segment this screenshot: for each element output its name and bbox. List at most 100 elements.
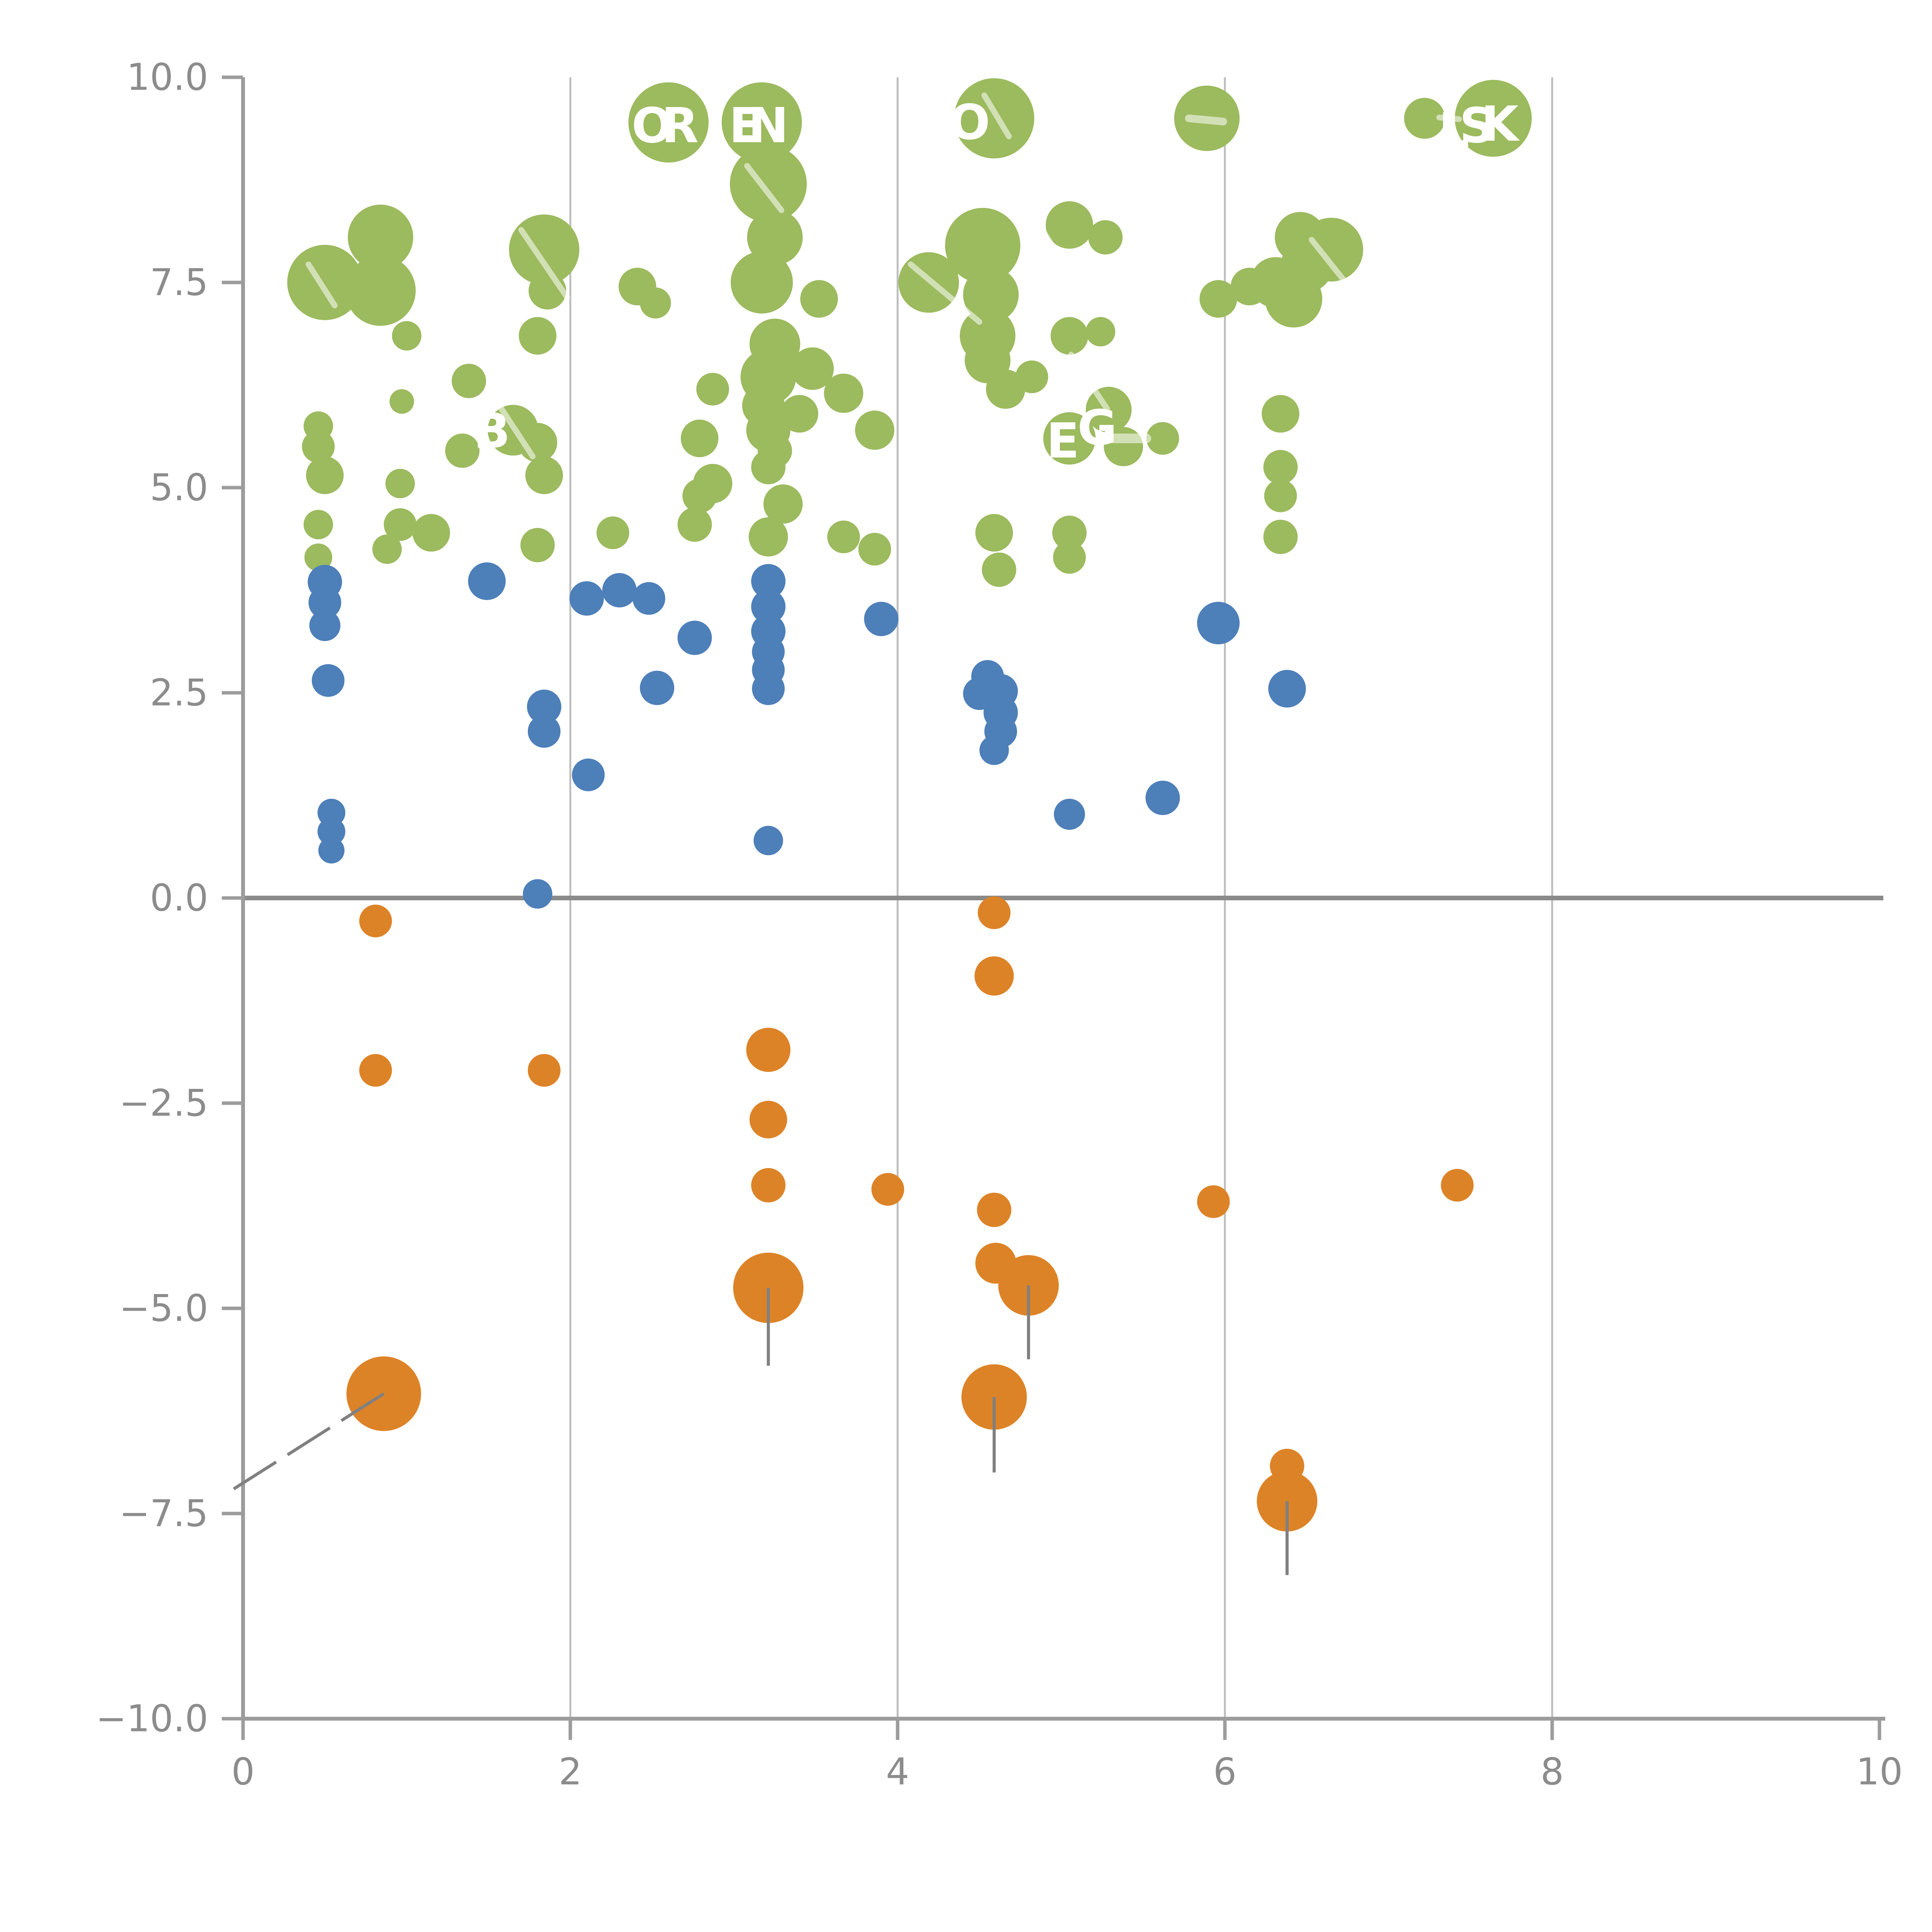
data-point-green xyxy=(1086,317,1116,347)
data-point-green xyxy=(1262,395,1299,433)
bubble-label-L: L xyxy=(1439,103,1469,159)
data-point-green xyxy=(747,209,803,265)
bubble-label-O: O xyxy=(949,95,990,151)
data-point-green xyxy=(412,514,450,552)
highlight-stroke xyxy=(981,92,1012,139)
data-point-orange xyxy=(871,1173,904,1206)
data-point-green xyxy=(389,389,414,414)
leader-line xyxy=(223,1392,385,1497)
data-point-green xyxy=(1404,98,1445,139)
data-point-green xyxy=(1146,422,1179,455)
data-point-orange xyxy=(978,896,1011,929)
data-point-blue xyxy=(751,589,786,624)
data-point-green xyxy=(827,520,860,553)
data-point-green xyxy=(596,516,629,549)
data-point-blue xyxy=(864,602,899,636)
data-point-green xyxy=(1455,80,1532,157)
data-point-green xyxy=(677,507,712,542)
data-point-green xyxy=(1050,317,1088,355)
x-tick-label-0: 0 xyxy=(231,1751,255,1793)
data-point-blue xyxy=(468,562,506,600)
axes xyxy=(222,75,1885,1740)
y-tick-label-7.5: 7.5 xyxy=(150,262,208,304)
data-point-green xyxy=(628,82,709,163)
data-point-green xyxy=(345,255,416,326)
data-point-green xyxy=(945,208,1020,283)
data-point-blue xyxy=(523,879,553,909)
bubble-label-E: E xyxy=(1046,413,1079,469)
data-point-blue xyxy=(979,735,1009,765)
data-point-blue xyxy=(308,586,342,619)
data-point-orange xyxy=(1197,1185,1230,1218)
highlight-stroke xyxy=(1185,114,1227,126)
data-point-green xyxy=(858,532,891,566)
data-point-blue xyxy=(317,817,345,845)
bubble-label-K: K xyxy=(1481,96,1520,152)
data-point-blue xyxy=(752,672,785,705)
bubble-label-R: R xyxy=(662,98,699,154)
data-point-green xyxy=(304,543,332,571)
data-point-green xyxy=(303,510,333,539)
data-point-green xyxy=(954,78,1034,158)
data-point-orange xyxy=(977,1192,1012,1227)
data-point-green xyxy=(682,478,717,513)
data-point-green xyxy=(520,528,555,563)
data-point-green xyxy=(445,433,480,468)
data-point-green xyxy=(963,267,1019,323)
data-point-green xyxy=(509,214,580,285)
data-point-orange xyxy=(975,956,1014,996)
data-point-blue xyxy=(1145,781,1180,815)
data-point-green xyxy=(824,373,864,413)
data-point-blue xyxy=(309,610,340,641)
data-point-green xyxy=(385,469,415,498)
highlight-stroke xyxy=(908,261,983,325)
data-point-blue xyxy=(527,715,561,748)
highlight-stroke xyxy=(1068,352,1110,412)
data-point-green xyxy=(384,508,417,541)
data-point-green xyxy=(982,552,1017,587)
data-point-blue xyxy=(677,621,712,655)
data-point-green xyxy=(975,514,1013,552)
data-point-blue xyxy=(527,689,561,724)
y-tick-label-2.5: 2.5 xyxy=(150,672,208,714)
x-tick-label-10: 10 xyxy=(1856,1751,1903,1793)
data-point-green xyxy=(372,534,402,564)
data-point-green xyxy=(1263,519,1298,554)
data-point-green xyxy=(781,395,818,433)
bubble-label-S: S xyxy=(1459,98,1494,154)
y-tick-label-−10.0: −10.0 xyxy=(96,1698,208,1740)
highlight-stroke xyxy=(495,401,536,459)
data-point-green xyxy=(525,456,563,494)
data-point-green xyxy=(1015,360,1048,393)
bubble-label-G: G xyxy=(1077,400,1117,456)
bubble-label-E: E xyxy=(729,98,762,154)
bubble-label-O: O xyxy=(632,98,673,154)
highlight-stroke xyxy=(1436,114,1462,122)
data-point-green xyxy=(1052,515,1087,550)
data-point-green xyxy=(1263,450,1298,485)
bubble-label-N: N xyxy=(748,98,789,154)
y-tick-label-5.0: 5.0 xyxy=(150,467,208,509)
x-tick-label-2: 2 xyxy=(559,1751,582,1793)
highlight-stroke xyxy=(518,227,570,300)
data-point-blue xyxy=(572,759,605,791)
data-point-green xyxy=(680,419,719,457)
data-point-blue xyxy=(753,826,783,855)
data-point-orange xyxy=(751,1168,786,1202)
highlight-stroke xyxy=(305,261,338,308)
data-point-green xyxy=(1053,541,1086,574)
data-point-green xyxy=(392,321,422,351)
data-point-green xyxy=(306,456,344,494)
data-point-green xyxy=(519,317,557,355)
data-point-blue xyxy=(751,564,786,599)
x-tick-label-6: 6 xyxy=(1213,1751,1236,1793)
y-tick-label-0.0: 0.0 xyxy=(150,877,208,920)
data-point-orange xyxy=(359,905,392,937)
highlight-stroke xyxy=(744,163,784,213)
data-point-green xyxy=(791,347,834,390)
data-point-green xyxy=(986,369,1026,409)
data-point-green xyxy=(748,517,788,557)
data-point-green xyxy=(696,372,729,406)
y-tick-label-−5.0: −5.0 xyxy=(119,1287,208,1330)
